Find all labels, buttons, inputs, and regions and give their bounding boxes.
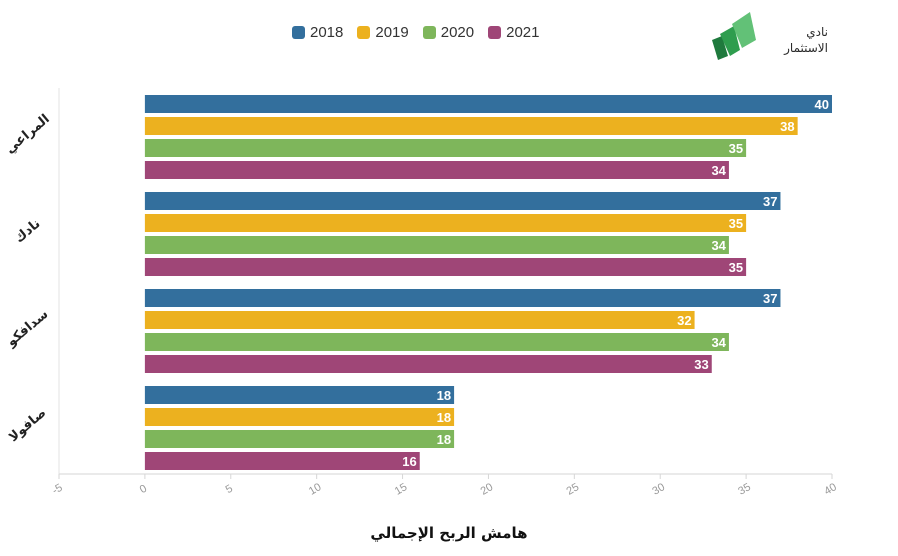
bar-value-label: 35 — [729, 260, 743, 275]
legend-swatch-2018 — [292, 26, 305, 39]
x-tick-label: 0 — [138, 483, 149, 496]
bar-value-label: 35 — [729, 216, 743, 231]
bar-2021 — [144, 258, 747, 276]
legend-swatch-2021 — [488, 26, 502, 39]
legend-label-2021: 2021 — [506, 24, 540, 41]
plot-area: -5 0 5 10 15 20 25 30 35 4040383534المراعي3735343… — [3, 88, 839, 498]
logo-line-2: الاستثمار — [784, 41, 828, 55]
bar-value-label: 37 — [763, 291, 777, 306]
bar-2018 — [144, 95, 832, 113]
legend-label-2020: 2020 — [440, 24, 475, 41]
category-label: سدافكو — [3, 307, 51, 351]
logo-line-1: نادي — [806, 25, 828, 39]
x-tick-label: -5 — [50, 482, 64, 497]
investment-club-logo: نادي الاستثمار — [708, 10, 828, 70]
bar-value-label: 37 — [763, 194, 777, 209]
bar-value-label: 18 — [437, 388, 451, 403]
bar-2018 — [144, 386, 455, 404]
x-tick-label: 25 — [565, 481, 582, 498]
legend-swatch-2019 — [357, 26, 371, 39]
bar-value-label: 33 — [694, 357, 708, 372]
bar-value-label: 34 — [711, 335, 726, 350]
bar-value-label: 32 — [677, 313, 691, 328]
x-axis-title: هامش الربح الإجمالي — [370, 524, 528, 542]
legend-swatch-2020 — [422, 26, 436, 39]
bar-value-label: 34 — [711, 163, 726, 178]
legend-label-2019: 2019 — [375, 24, 409, 41]
bar-2020 — [144, 139, 747, 157]
bar-value-label: 18 — [437, 432, 451, 447]
x-tick-label: 5 — [224, 483, 235, 496]
logo-mark-icon — [712, 12, 756, 60]
bar-value-label: 38 — [780, 119, 794, 134]
category-label: صافولا — [6, 405, 49, 445]
bar-2020 — [144, 430, 455, 448]
bar-2018 — [144, 192, 781, 210]
x-tick-label: 35 — [736, 481, 753, 498]
bar-2019 — [144, 117, 798, 135]
x-tick-label: 40 — [822, 481, 839, 498]
x-tick-label: 10 — [307, 481, 324, 498]
logo-text: نادي الاستثمار — [784, 24, 828, 56]
bar-value-label: 34 — [711, 238, 726, 253]
legend-item-2021[interactable]: 2021 — [488, 24, 540, 41]
bar-2021 — [144, 355, 712, 373]
bar-value-label: 16 — [402, 454, 416, 469]
bar-2021 — [144, 161, 729, 179]
bar-value-label: 18 — [437, 410, 451, 425]
bar-2019 — [144, 408, 455, 426]
bar-2020 — [144, 333, 729, 351]
x-tick-label: 15 — [393, 481, 410, 498]
legend-label-2018: 2018 — [310, 24, 344, 41]
x-tick-label: 20 — [479, 481, 496, 498]
bar-2019 — [144, 214, 747, 232]
bar-2021 — [144, 452, 420, 470]
bar-value-label: 40 — [815, 97, 829, 112]
bar-value-label: 35 — [729, 141, 743, 156]
bar-2018 — [144, 289, 781, 307]
legend: 2018 2019 2020 2021 — [292, 24, 540, 41]
legend-item-2019[interactable]: 2019 — [357, 24, 409, 41]
category-label: المراعي — [3, 112, 53, 157]
x-tick-label: 30 — [650, 481, 667, 498]
bar-2020 — [144, 236, 729, 254]
bar-2019 — [144, 311, 695, 329]
legend-item-2020[interactable]: 2020 — [422, 24, 475, 41]
legend-item-2018[interactable]: 2018 — [292, 24, 343, 41]
category-label: نادك — [12, 216, 43, 246]
